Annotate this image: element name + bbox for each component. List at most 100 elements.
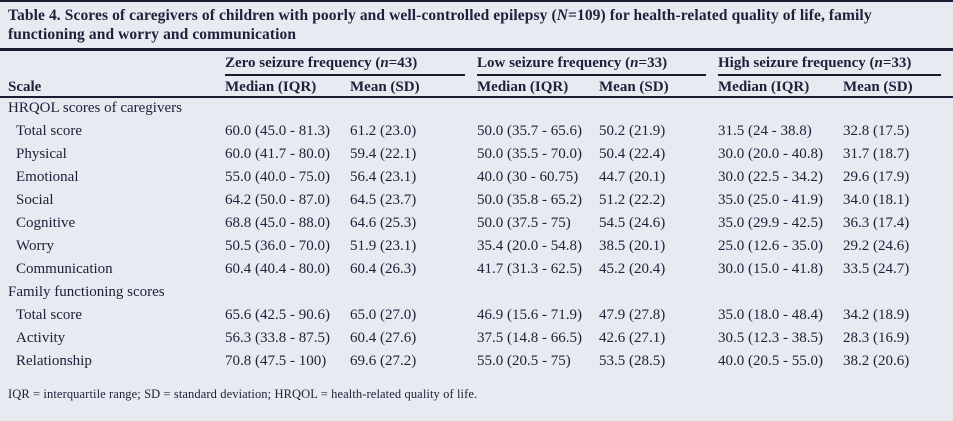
table-row: Social 64.2 (50.0 - 87.0) 64.5 (23.7) 50.0 …	[0, 189, 953, 212]
group-header-low: Low seizure frequency (n=33)	[477, 51, 718, 76]
column-header-row: Scale Median (IQR) Mean (SD) Median (IQR…	[0, 75, 953, 98]
table-body: HRQOL scores of caregivers Total score 60.…	[0, 97, 953, 373]
median-iqr-cell: 31.5 (24 - 38.8)	[718, 122, 812, 139]
median-iqr-cell: 30.0 (15.0 - 41.8)	[718, 260, 823, 277]
group-header-zero: Zero seizure frequency (n=43)	[225, 51, 477, 76]
mean-sd-cell: 29.6 (17.9)	[843, 168, 910, 185]
median-iqr-cell: 60.0 (41.7 - 80.0)	[225, 145, 330, 162]
table-title-italic-n: N	[556, 7, 569, 24]
mean-sd-cell: 51.2 (22.2)	[599, 191, 666, 208]
median-iqr-header-zero: Median (IQR)	[225, 75, 350, 98]
mean-sd-cell: 54.5 (24.6)	[599, 214, 666, 231]
mean-sd-header-low: Mean (SD)	[599, 75, 718, 98]
mean-sd-cell: 33.5 (24.7)	[843, 260, 910, 277]
median-iqr-cell: 60.4 (40.4 - 80.0)	[225, 260, 330, 277]
data-table: Zero seizure frequency (n=43) Low seizur…	[0, 51, 953, 373]
mean-sd-cell: 51.9 (23.1)	[350, 237, 417, 254]
table-title-text: Table 4. Scores of caregivers of childre…	[8, 7, 557, 24]
table-row: Cognitive 68.8 (45.0 - 88.0) 64.6 (25.3) 50…	[0, 212, 953, 235]
median-iqr-header-high: Median (IQR)	[718, 75, 843, 98]
median-iqr-cell: 40.0 (30 - 60.75)	[477, 168, 579, 185]
mean-sd-cell: 44.7 (20.1)	[599, 168, 666, 185]
title-rule	[0, 47, 953, 51]
median-iqr-header-low: Median (IQR)	[477, 75, 599, 98]
scale-row-label: Communication	[16, 260, 113, 277]
median-iqr-cell: 56.3 (33.8 - 87.5)	[225, 329, 330, 346]
section-label: HRQOL scores of caregivers	[8, 100, 182, 117]
mean-sd-cell: 65.0 (27.0)	[350, 306, 417, 323]
median-iqr-cell: 50.0 (37.5 - 75)	[477, 214, 571, 231]
group-header-low-label: Low seizure frequency (n=33)	[477, 55, 706, 76]
mean-sd-header-high: Mean (SD)	[843, 75, 953, 98]
median-iqr-cell: 40.0 (20.5 - 55.0)	[718, 352, 823, 369]
median-iqr-cell: 41.7 (31.3 - 62.5)	[477, 260, 582, 277]
top-rule	[0, 0, 953, 2]
group-header-high: High seizure frequency (n=33)	[718, 51, 953, 76]
median-iqr-cell: 35.0 (25.0 - 41.9)	[718, 191, 823, 208]
table-row: Activity 56.3 (33.8 - 87.5) 60.4 (27.6) 37.…	[0, 327, 953, 350]
footnote: IQR = interquartile range; SD = standard…	[8, 386, 478, 401]
group-header-row: Zero seizure frequency (n=43) Low seizur…	[0, 51, 953, 76]
mean-sd-cell: 59.4 (22.1)	[350, 145, 417, 162]
mean-sd-cell: 38.5 (20.1)	[599, 237, 666, 254]
mean-sd-cell: 32.8 (17.5)	[843, 122, 910, 139]
table-row: Worry 50.5 (36.0 - 70.0) 51.9 (23.1) 35.4 (…	[0, 235, 953, 258]
scale-row-label: Social	[16, 191, 54, 208]
median-iqr-cell: 35.4 (20.0 - 54.8)	[477, 237, 582, 254]
empty-corner-cell	[0, 51, 225, 76]
median-iqr-cell: 35.0 (29.9 - 42.5)	[718, 214, 823, 231]
mean-sd-cell: 60.4 (27.6)	[350, 329, 417, 346]
median-iqr-cell: 70.8 (47.5 - 100)	[225, 352, 327, 369]
mean-sd-cell: 38.2 (20.6)	[843, 352, 910, 369]
mean-sd-header-zero: Mean (SD)	[350, 75, 477, 98]
group-header-high-label: High seizure frequency (n=33)	[718, 55, 941, 76]
table-row: Total score 65.6 (42.5 - 90.6) 65.0 (27.0)…	[0, 304, 953, 327]
section-label: Family functioning scores	[8, 283, 165, 300]
mean-sd-cell: 31.7 (18.7)	[843, 145, 910, 162]
mean-sd-cell: 50.4 (22.4)	[599, 145, 666, 162]
scale-row-label: Physical	[16, 145, 67, 162]
scale-row-label: Total score	[16, 306, 83, 323]
table-row: Physical 60.0 (41.7 - 80.0) 59.4 (22.1) 50.…	[0, 143, 953, 166]
mean-sd-cell: 50.2 (21.9)	[599, 122, 666, 139]
table-row: Total score 60.0 (45.0 - 81.3) 61.2 (23.0)…	[0, 120, 953, 143]
median-iqr-cell: 55.0 (40.0 - 75.0)	[225, 168, 330, 185]
median-iqr-cell: 50.5 (36.0 - 70.0)	[225, 237, 330, 254]
median-iqr-cell: 30.0 (20.0 - 40.8)	[718, 145, 823, 162]
mean-sd-cell: 60.4 (26.3)	[350, 260, 417, 277]
mean-sd-cell: 42.6 (27.1)	[599, 329, 666, 346]
median-iqr-cell: 30.5 (12.3 - 38.5)	[718, 329, 823, 346]
table-title: Table 4. Scores of caregivers of childre…	[0, 2, 953, 48]
median-iqr-cell: 30.0 (22.5 - 34.2)	[718, 168, 823, 185]
group-header-zero-label: Zero seizure frequency (n=43)	[225, 55, 465, 76]
mean-sd-cell: 36.3 (17.4)	[843, 214, 910, 231]
mean-sd-cell: 34.0 (18.1)	[843, 191, 910, 208]
scale-row-label: Cognitive	[16, 214, 76, 231]
median-iqr-cell: 50.0 (35.5 - 70.0)	[477, 145, 582, 162]
median-iqr-cell: 46.9 (15.6 - 71.9)	[477, 306, 582, 323]
scale-row-label: Emotional	[16, 168, 79, 185]
mean-sd-cell: 61.2 (23.0)	[350, 122, 417, 139]
mean-sd-cell: 53.5 (28.5)	[599, 352, 666, 369]
median-iqr-cell: 64.2 (50.0 - 87.0)	[225, 191, 330, 208]
mean-sd-cell: 69.6 (27.2)	[350, 352, 417, 369]
table-row: Emotional 55.0 (40.0 - 75.0) 56.4 (23.1) 40…	[0, 166, 953, 189]
scale-row-label: Relationship	[16, 352, 92, 369]
mean-sd-cell: 45.2 (20.4)	[599, 260, 666, 277]
mean-sd-cell: 64.6 (25.3)	[350, 214, 417, 231]
section-header-row: HRQOL scores of caregivers	[0, 97, 953, 120]
section-header-row: Family functioning scores	[0, 281, 953, 304]
median-iqr-cell: 68.8 (45.0 - 88.0)	[225, 214, 330, 231]
table-title-text-end: =109) for health-related quality of life…	[8, 7, 872, 43]
median-iqr-cell: 25.0 (12.6 - 35.0)	[718, 237, 823, 254]
median-iqr-cell: 50.0 (35.7 - 65.6)	[477, 122, 582, 139]
scale-column-header: Scale	[0, 75, 225, 98]
mean-sd-cell: 64.5 (23.7)	[350, 191, 417, 208]
median-iqr-cell: 35.0 (18.0 - 48.4)	[718, 306, 823, 323]
scale-row-label: Total score	[16, 122, 83, 139]
median-iqr-cell: 50.0 (35.8 - 65.2)	[477, 191, 582, 208]
table-row: Communication 60.4 (40.4 - 80.0) 60.4 (26.…	[0, 258, 953, 281]
median-iqr-cell: 60.0 (45.0 - 81.3)	[225, 122, 330, 139]
mean-sd-cell: 47.9 (27.8)	[599, 306, 666, 323]
